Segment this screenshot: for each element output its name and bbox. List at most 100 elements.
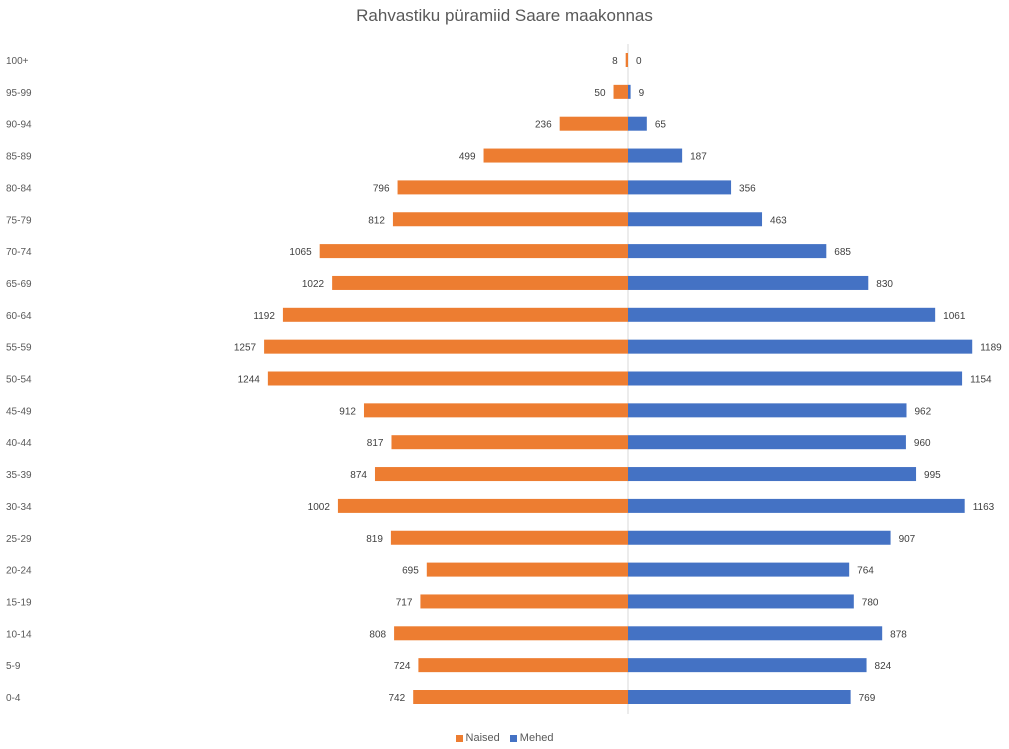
value-label-naised: 1192 bbox=[253, 311, 275, 322]
legend-label-mehed: Mehed bbox=[519, 732, 554, 744]
bar-mehed bbox=[628, 212, 763, 227]
category-label: 10-14 bbox=[6, 629, 32, 640]
value-label-naised: 724 bbox=[394, 661, 411, 672]
bar-mehed bbox=[628, 180, 732, 195]
value-label-naised: 817 bbox=[367, 438, 384, 449]
category-label: 70-74 bbox=[6, 247, 32, 258]
bar-mehed bbox=[628, 339, 973, 354]
value-label-naised: 8 bbox=[612, 56, 618, 67]
value-label-mehed: 1061 bbox=[943, 311, 966, 322]
bar-naised bbox=[613, 84, 628, 99]
bar-naised bbox=[319, 244, 628, 259]
category-label: 45-49 bbox=[6, 406, 32, 417]
bar-naised bbox=[559, 116, 628, 131]
bar-naised bbox=[267, 371, 628, 386]
value-label-naised: 1022 bbox=[302, 279, 325, 290]
value-label-mehed: 1163 bbox=[973, 502, 995, 513]
category-label: 40-44 bbox=[6, 438, 32, 449]
bar-naised bbox=[264, 339, 628, 354]
value-label-mehed: 907 bbox=[899, 534, 916, 545]
value-label-mehed: 1154 bbox=[970, 375, 992, 386]
category-label: 5-9 bbox=[6, 661, 21, 672]
bar-naised bbox=[391, 435, 628, 450]
category-label: 60-64 bbox=[6, 311, 32, 322]
value-label-naised: 912 bbox=[339, 406, 356, 417]
value-label-naised: 499 bbox=[459, 152, 476, 163]
bar-mehed bbox=[628, 371, 963, 386]
bar-mehed bbox=[628, 435, 906, 450]
value-label-naised: 819 bbox=[366, 534, 383, 545]
value-label-naised: 874 bbox=[350, 470, 367, 481]
category-label: 0-4 bbox=[6, 693, 21, 704]
value-label-naised: 695 bbox=[402, 566, 419, 577]
bar-mehed bbox=[628, 626, 883, 641]
category-label: 35-39 bbox=[6, 470, 32, 481]
value-label-naised: 1002 bbox=[308, 502, 331, 513]
category-label: 100+ bbox=[6, 56, 29, 67]
value-label-mehed: 187 bbox=[690, 152, 707, 163]
bar-mehed bbox=[628, 307, 936, 322]
bar-mehed bbox=[628, 594, 854, 609]
value-label-mehed: 9 bbox=[639, 88, 645, 99]
bar-mehed bbox=[628, 562, 850, 577]
bar-naised bbox=[363, 403, 628, 418]
bar-naised bbox=[332, 275, 628, 290]
bar-mehed bbox=[628, 498, 965, 513]
value-label-naised: 812 bbox=[368, 215, 385, 226]
value-label-mehed: 685 bbox=[834, 247, 851, 258]
value-label-mehed: 65 bbox=[655, 120, 667, 131]
legend-label-naised: Naised bbox=[465, 732, 500, 744]
value-label-naised: 717 bbox=[396, 597, 413, 608]
bar-naised bbox=[483, 148, 628, 163]
legend-item-naised: Naised bbox=[455, 732, 500, 744]
bar-mehed bbox=[628, 116, 647, 131]
category-label: 95-99 bbox=[6, 88, 32, 99]
legend: Naised Mehed bbox=[0, 732, 1009, 744]
value-label-mehed: 995 bbox=[924, 470, 941, 481]
category-label: 55-59 bbox=[6, 343, 32, 354]
bar-mehed bbox=[628, 244, 827, 259]
value-label-mehed: 1189 bbox=[980, 343, 1002, 354]
bar-naised bbox=[374, 467, 628, 482]
category-label: 75-79 bbox=[6, 215, 32, 226]
bar-mehed bbox=[628, 403, 907, 418]
value-label-mehed: 463 bbox=[770, 215, 787, 226]
chart-title: Rahvastiku püramiid Saare maakonnas bbox=[356, 6, 653, 25]
category-label: 20-24 bbox=[6, 566, 32, 577]
value-label-naised: 808 bbox=[369, 629, 386, 640]
legend-swatch-mehed bbox=[509, 734, 517, 742]
bar-naised bbox=[390, 530, 628, 545]
bar-naised bbox=[625, 53, 628, 67]
value-label-mehed: 769 bbox=[859, 693, 876, 704]
bar-naised bbox=[418, 658, 628, 673]
bar-mehed bbox=[628, 690, 851, 704]
bar-naised bbox=[282, 307, 628, 322]
value-label-mehed: 878 bbox=[890, 629, 907, 640]
value-label-naised: 1065 bbox=[289, 247, 312, 258]
bar-naised bbox=[394, 626, 628, 641]
bar-naised bbox=[397, 180, 628, 195]
category-label: 65-69 bbox=[6, 279, 32, 290]
value-label-mehed: 824 bbox=[875, 661, 892, 672]
value-label-mehed: 780 bbox=[862, 597, 879, 608]
category-label: 50-54 bbox=[6, 375, 32, 386]
category-label: 25-29 bbox=[6, 534, 32, 545]
category-label: 90-94 bbox=[6, 120, 32, 131]
category-label: 15-19 bbox=[6, 597, 32, 608]
value-label-naised: 796 bbox=[373, 183, 390, 194]
bar-naised bbox=[392, 212, 628, 227]
bar-naised bbox=[420, 594, 628, 609]
value-label-mehed: 962 bbox=[914, 406, 931, 417]
legend-swatch-naised bbox=[455, 734, 463, 742]
value-label-mehed: 0 bbox=[636, 56, 642, 67]
bar-mehed bbox=[628, 148, 683, 163]
value-label-naised: 50 bbox=[594, 88, 606, 99]
value-label-mehed: 356 bbox=[739, 183, 756, 194]
value-label-mehed: 764 bbox=[857, 566, 874, 577]
category-label: 30-34 bbox=[6, 502, 32, 513]
category-label: 85-89 bbox=[6, 152, 32, 163]
value-label-mehed: 830 bbox=[876, 279, 893, 290]
value-label-naised: 1244 bbox=[238, 375, 261, 386]
